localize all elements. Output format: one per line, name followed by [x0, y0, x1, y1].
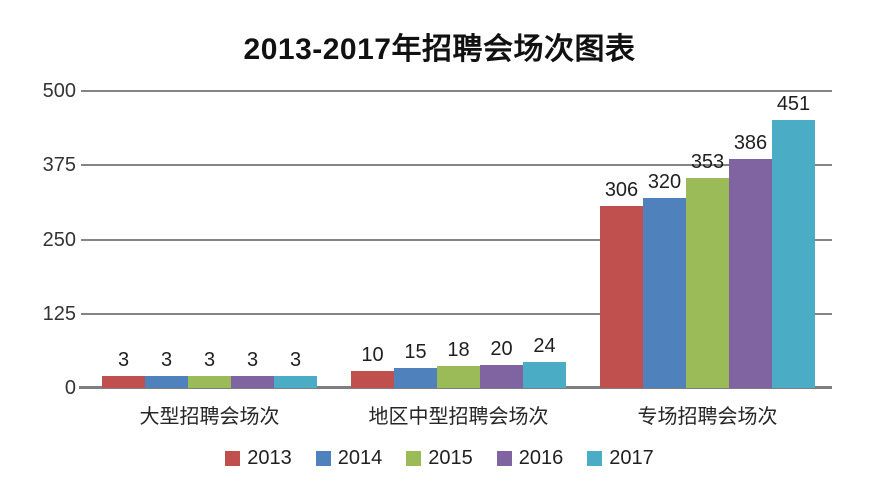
y-tick-label-0: 0	[64, 377, 76, 399]
gridline-250	[81, 238, 832, 241]
value-label-2017-cat1: 24	[533, 334, 556, 357]
legend-item-2017: 2017	[587, 447, 654, 470]
legend-item-2013: 2013	[225, 447, 292, 470]
value-label-2015-cat0: 3	[203, 349, 216, 371]
y-tick-label-125: 125	[42, 302, 76, 325]
legend-color-swatch-icon	[315, 451, 331, 466]
legend-label: 2014	[337, 447, 383, 469]
value-label-2016-cat1: 20	[490, 337, 513, 360]
category-label-1: 地区中型招聘会场次	[368, 406, 549, 428]
bar-2013-cat1	[351, 371, 394, 388]
legend-label: 2017	[609, 447, 654, 469]
bar-2015-cat1	[437, 365, 480, 388]
chart-title: 2013-2017年招聘会场次图表	[243, 33, 636, 66]
value-label-2013-cat1: 10	[361, 344, 384, 367]
gridline-500	[81, 90, 832, 92]
value-label-2014-cat1: 15	[404, 340, 427, 363]
category-axis: 大型招聘会场次 地区中型招聘会场次 专场招聘会场次	[85, 400, 832, 429]
plot-area: 0 125 250 375 500 3 3 3 3 3 10 15 18 20 24 306 320 353 386…	[43, 80, 832, 399]
value-label-2017-cat0: 3	[289, 349, 302, 371]
bar-2016-cat0	[231, 376, 274, 388]
y-tick-label-250: 250	[42, 228, 76, 251]
legend-label: 2015	[428, 447, 473, 469]
bar-2017-cat2	[772, 120, 815, 388]
value-label-2013-cat0: 3	[117, 349, 130, 371]
legend-item-2016: 2016	[496, 447, 564, 470]
value-label-2013-cat2: 306	[604, 179, 639, 202]
gridline-125	[81, 312, 832, 315]
category-label-2: 专场招聘会场次	[637, 406, 778, 428]
value-label-2014-cat2: 320	[647, 170, 682, 193]
value-label-2017-cat2: 451	[776, 93, 811, 116]
bar-2014-cat1	[394, 367, 437, 388]
bar-2017-cat1	[523, 361, 566, 388]
legend-color-swatch-icon	[496, 451, 512, 466]
bar-2015-cat0	[188, 376, 231, 388]
gridline-375	[81, 164, 832, 167]
category-label-0: 大型招聘会场次	[139, 406, 280, 428]
legend-item-2015: 2015	[406, 447, 473, 470]
value-label-2015-cat2: 353	[690, 151, 725, 174]
legend-color-swatch-icon	[587, 451, 603, 466]
value-label-2016-cat2: 386	[733, 131, 768, 154]
value-label-2016-cat0: 3	[246, 349, 259, 371]
bar-2017-cat0	[274, 376, 317, 388]
bar-2016-cat1	[480, 364, 523, 388]
bar-2014-cat0	[145, 376, 188, 388]
legend-item-2014: 2014	[315, 447, 383, 470]
legend-label: 2013	[247, 447, 292, 469]
legend-color-swatch-icon	[225, 451, 241, 466]
bar-2015-cat2	[686, 178, 729, 388]
bar-2016-cat2	[729, 158, 772, 388]
legend: 2013 2014 2015 2016 2017	[0, 447, 879, 470]
value-label-2015-cat1: 18	[447, 338, 470, 361]
y-tick-label-375: 375	[42, 154, 76, 177]
bar-2014-cat2	[643, 197, 686, 388]
value-label-2014-cat0: 3	[160, 349, 173, 371]
y-tick-label-500: 500	[42, 80, 76, 102]
legend-color-swatch-icon	[406, 451, 422, 466]
bar-2013-cat2	[600, 206, 643, 388]
legend-label: 2016	[518, 447, 564, 469]
bar-2013-cat0	[102, 376, 145, 388]
